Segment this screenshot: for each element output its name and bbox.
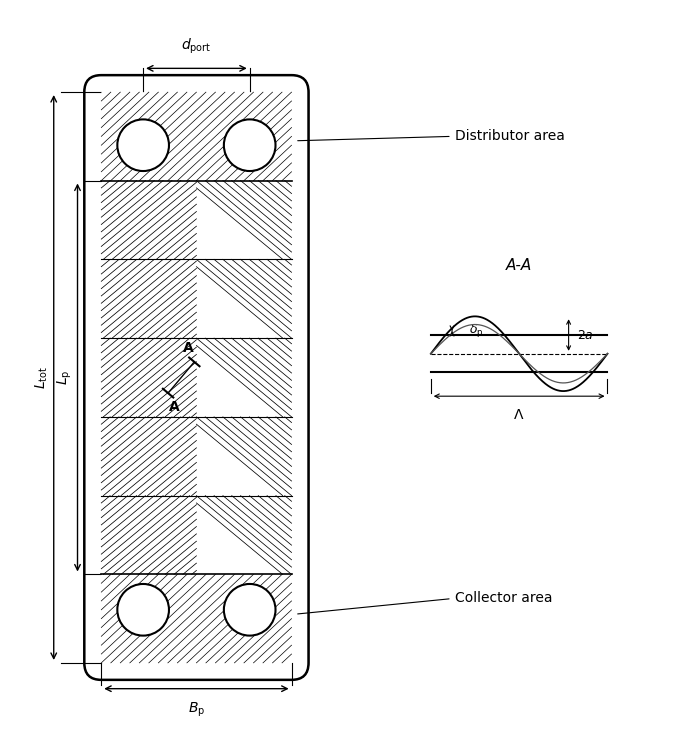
Text: $B_\mathrm{p}$: $B_\mathrm{p}$ (188, 701, 205, 720)
Text: A-A: A-A (506, 258, 532, 273)
Text: $d_\mathrm{port}$: $d_\mathrm{port}$ (181, 37, 212, 56)
Text: $L_\mathrm{p}$: $L_\mathrm{p}$ (56, 370, 75, 385)
Text: Collector area: Collector area (298, 591, 552, 614)
FancyBboxPatch shape (101, 575, 292, 663)
Text: A: A (182, 341, 193, 356)
Circle shape (117, 119, 169, 171)
Circle shape (224, 584, 275, 636)
Text: Distributor area: Distributor area (298, 129, 564, 143)
Text: $\Lambda$: $\Lambda$ (514, 408, 525, 422)
Text: $\delta_\mathrm{p}$: $\delta_\mathrm{p}$ (469, 322, 484, 340)
FancyBboxPatch shape (84, 76, 308, 680)
Text: $2a$: $2a$ (577, 328, 594, 341)
Circle shape (224, 119, 275, 171)
Text: $L_\mathrm{tot}$: $L_\mathrm{tot}$ (34, 366, 50, 389)
FancyBboxPatch shape (84, 76, 308, 680)
Circle shape (117, 584, 169, 636)
FancyBboxPatch shape (101, 92, 292, 180)
Text: A: A (169, 399, 180, 414)
